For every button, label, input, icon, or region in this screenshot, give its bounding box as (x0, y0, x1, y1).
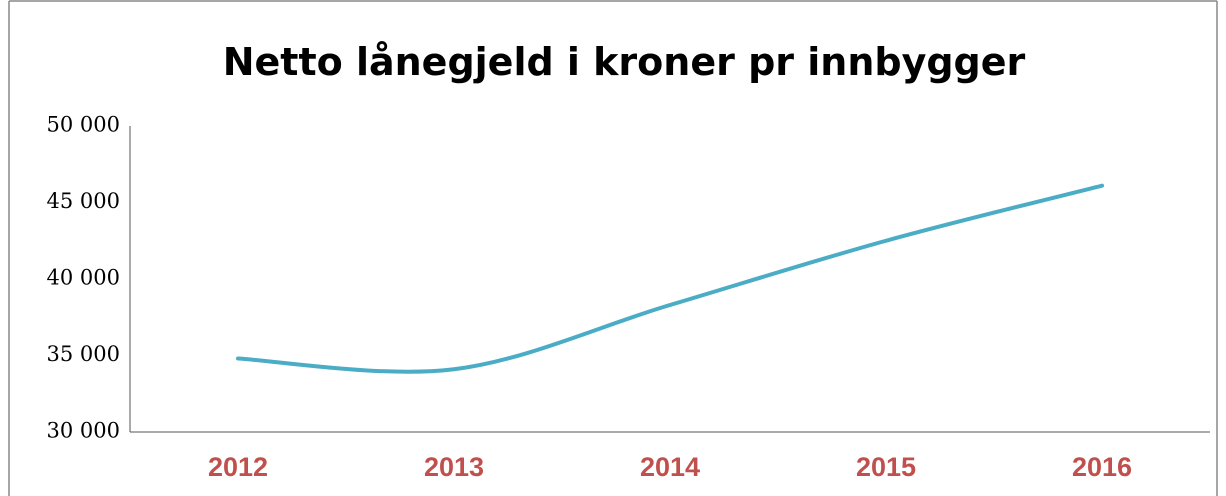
x-tick-label: 2013 (424, 452, 484, 482)
y-tick-label: 35 000 (47, 342, 120, 366)
x-tick-label: 2014 (640, 452, 700, 482)
y-tick-label: 45 000 (47, 189, 120, 213)
line-series (236, 183, 1104, 374)
x-tick-label: 2015 (856, 452, 916, 482)
frame (8, 0, 1218, 496)
x-tick-label: 2012 (208, 452, 268, 482)
y-tick-label: 30 000 (47, 419, 120, 443)
x-tick-label: 2016 (1072, 452, 1132, 482)
y-tick-label: 50 000 (47, 113, 120, 137)
chart-title: Netto lånegjeld i kroner pr innbygger (223, 40, 1026, 84)
y-tick-label: 40 000 (47, 266, 120, 290)
